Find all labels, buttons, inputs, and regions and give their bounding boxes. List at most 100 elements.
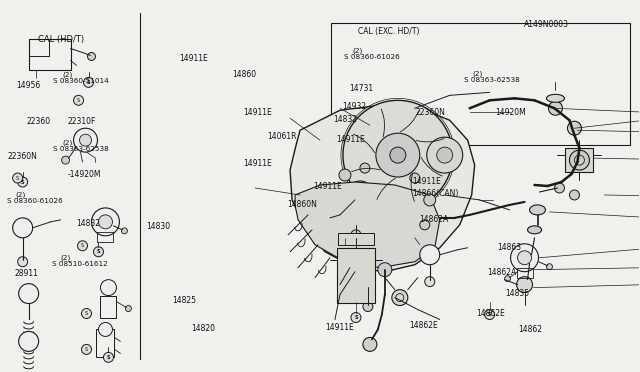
Bar: [332, 23, 630, 145]
Circle shape: [339, 169, 351, 181]
Circle shape: [554, 183, 564, 193]
Circle shape: [81, 308, 92, 318]
Circle shape: [351, 312, 361, 323]
Circle shape: [343, 100, 452, 210]
Bar: [100, 296, 116, 318]
Circle shape: [61, 156, 70, 164]
Text: 14832: 14832: [333, 115, 356, 124]
Text: S: S: [488, 312, 492, 317]
Circle shape: [420, 220, 430, 230]
Text: 14860: 14860: [232, 70, 257, 79]
Text: S: S: [81, 243, 84, 248]
Text: 14862A: 14862A: [419, 215, 448, 224]
Circle shape: [548, 101, 563, 115]
Circle shape: [122, 228, 127, 234]
Text: 14835: 14835: [505, 289, 529, 298]
Circle shape: [570, 190, 579, 200]
Text: 14911E: 14911E: [243, 159, 272, 168]
Circle shape: [360, 163, 370, 173]
Text: 14911E: 14911E: [325, 323, 354, 332]
Ellipse shape: [527, 226, 541, 234]
Text: 14956: 14956: [17, 81, 41, 90]
Text: CAL (HD/T): CAL (HD/T): [38, 35, 84, 44]
Circle shape: [18, 177, 28, 187]
Circle shape: [351, 230, 361, 240]
Circle shape: [378, 263, 392, 277]
Circle shape: [511, 244, 538, 272]
Circle shape: [74, 95, 83, 105]
Bar: [516, 268, 532, 278]
Text: 22360: 22360: [26, 118, 51, 126]
Text: 14863: 14863: [497, 243, 522, 252]
Text: 14866(CAN): 14866(CAN): [413, 189, 459, 198]
Text: (2): (2): [62, 71, 72, 78]
Circle shape: [424, 194, 436, 206]
Text: 22360N: 22360N: [416, 109, 445, 118]
Circle shape: [19, 283, 38, 304]
Text: (2): (2): [61, 254, 71, 261]
Text: S: S: [16, 176, 19, 180]
Text: S 08360-61026: S 08360-61026: [344, 54, 400, 60]
Circle shape: [420, 245, 440, 265]
Circle shape: [390, 147, 406, 163]
Text: S: S: [87, 80, 90, 85]
Circle shape: [346, 181, 374, 209]
Text: S 08360-61026: S 08360-61026: [7, 198, 63, 204]
Text: 14731: 14731: [349, 84, 373, 93]
Text: S 08510-61612: S 08510-61612: [52, 261, 108, 267]
Text: S: S: [85, 347, 88, 352]
Circle shape: [410, 173, 420, 183]
Text: 14825: 14825: [172, 296, 196, 305]
Ellipse shape: [529, 205, 545, 215]
Circle shape: [77, 241, 88, 251]
Circle shape: [363, 337, 377, 352]
Circle shape: [518, 251, 532, 265]
Circle shape: [570, 150, 589, 170]
Bar: [29, 39, 70, 70]
Text: 14911E: 14911E: [413, 177, 442, 186]
Circle shape: [547, 264, 552, 270]
Circle shape: [79, 134, 92, 146]
Text: S: S: [97, 249, 100, 254]
Text: 14911E: 14911E: [314, 182, 342, 190]
Text: 14061R: 14061R: [268, 132, 297, 141]
Ellipse shape: [522, 256, 536, 264]
Bar: [337, 248, 375, 302]
Text: (2): (2): [15, 191, 26, 198]
Circle shape: [568, 121, 581, 135]
Circle shape: [99, 323, 113, 336]
Text: S 08360-51014: S 08360-51014: [53, 78, 109, 84]
Text: CAL (EXC. HD/T): CAL (EXC. HD/T): [358, 27, 420, 36]
Bar: [97, 330, 115, 357]
Circle shape: [392, 290, 408, 305]
Circle shape: [83, 77, 93, 87]
Text: 14860N: 14860N: [287, 200, 317, 209]
Bar: [566, 148, 593, 172]
Text: -14920M: -14920M: [68, 170, 101, 179]
Text: 14832: 14832: [76, 219, 100, 228]
Text: 14830: 14830: [147, 222, 170, 231]
Ellipse shape: [547, 94, 564, 102]
Circle shape: [13, 173, 22, 183]
Text: S: S: [354, 315, 358, 320]
Circle shape: [88, 52, 95, 61]
Text: A149N0003: A149N0003: [524, 20, 570, 29]
Polygon shape: [290, 105, 475, 272]
Text: 22310F: 22310F: [68, 118, 96, 126]
Text: 14911E: 14911E: [243, 108, 272, 117]
Circle shape: [18, 257, 28, 267]
Circle shape: [376, 133, 420, 177]
Text: (2): (2): [472, 70, 482, 77]
Text: 14920M: 14920M: [495, 109, 526, 118]
Bar: [338, 233, 374, 245]
Text: 14862A: 14862A: [487, 268, 516, 277]
Text: 22360N: 22360N: [7, 152, 37, 161]
Bar: [29, 39, 49, 57]
Text: 14862E: 14862E: [476, 309, 505, 318]
Bar: [97, 232, 113, 242]
Circle shape: [125, 305, 131, 311]
Circle shape: [93, 247, 104, 257]
Circle shape: [504, 276, 511, 282]
Circle shape: [13, 218, 33, 238]
Text: (2): (2): [62, 140, 72, 146]
